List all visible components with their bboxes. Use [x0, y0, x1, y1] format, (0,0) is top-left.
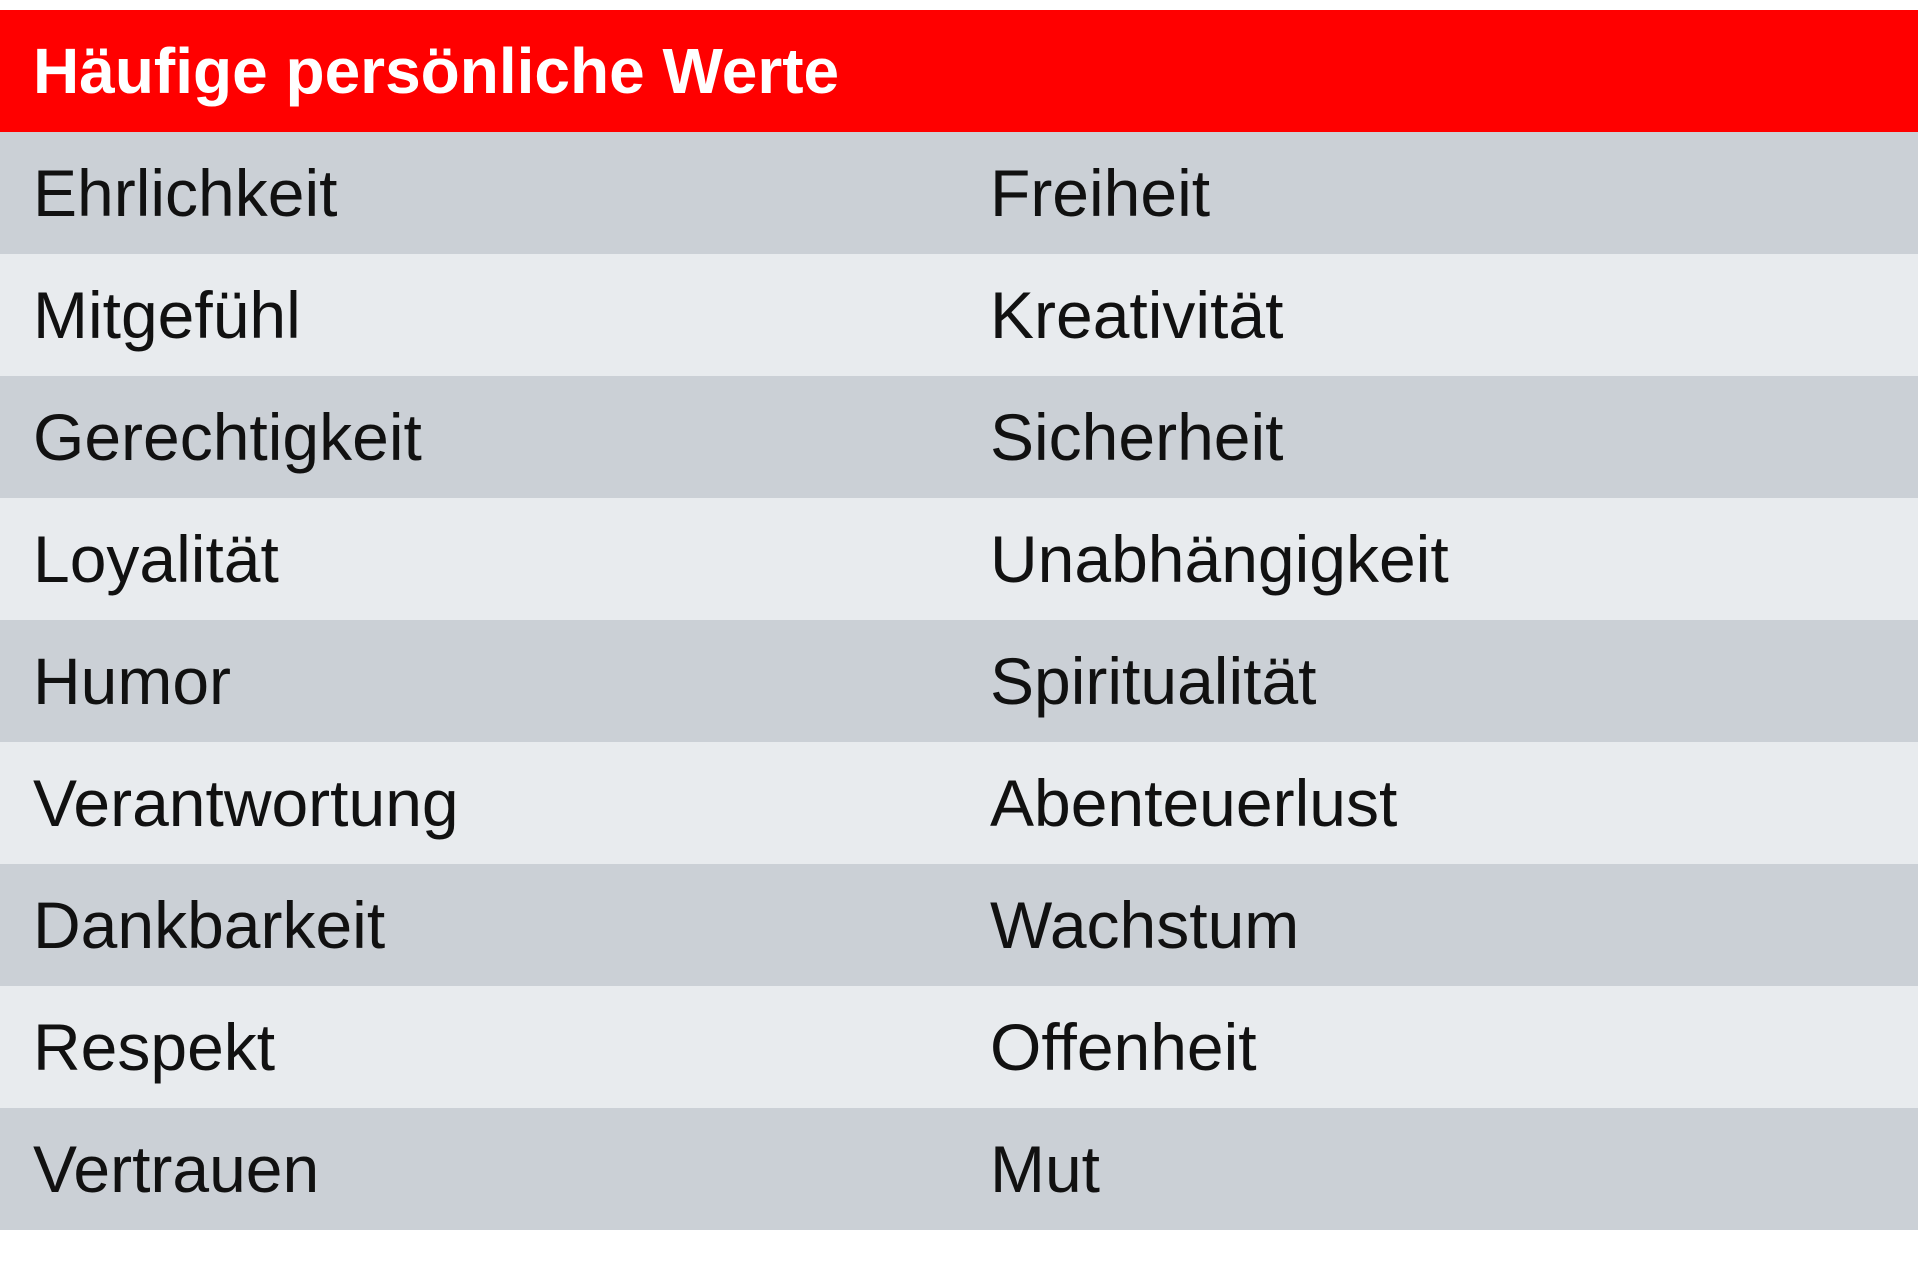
table-cell-left: Loyalität: [33, 522, 279, 596]
table-row: Vertrauen Mut: [0, 1108, 1918, 1230]
table-cell-left: Vertrauen: [33, 1132, 320, 1206]
table-cell-right: Offenheit: [990, 1010, 1257, 1084]
table-row: Dankbarkeit Wachstum: [0, 864, 1918, 986]
table-row: Gerechtigkeit Sicherheit: [0, 376, 1918, 498]
values-table: Häufige persönliche Werte Ehrlichkeit Fr…: [0, 10, 1918, 1230]
table-header: Häufige persönliche Werte: [0, 10, 1918, 132]
table-cell-left: Mitgefühl: [33, 278, 301, 352]
table-cell-left: Humor: [33, 644, 232, 718]
table-cell-right: Sicherheit: [990, 400, 1284, 474]
table-cell-right: Kreativität: [990, 278, 1284, 352]
table-row: Ehrlichkeit Freiheit: [0, 132, 1918, 254]
table-row: Loyalität Unabhängigkeit: [0, 498, 1918, 620]
table-cell-right: Freiheit: [990, 156, 1211, 230]
table-row: Verantwortung Abenteuerlust: [0, 742, 1918, 864]
table-row: Mitgefühl Kreativität: [0, 254, 1918, 376]
table-row: Humor Spiritualität: [0, 620, 1918, 742]
table-cell-right: Wachstum: [990, 888, 1300, 962]
table-cell-right: Spiritualität: [990, 644, 1317, 718]
table-row: Respekt Offenheit: [0, 986, 1918, 1108]
table-cell-left: Ehrlichkeit: [33, 156, 338, 230]
table-cell-right: Abenteuerlust: [990, 766, 1398, 840]
table-body: Ehrlichkeit Freiheit Mitgefühl Kreativit…: [0, 132, 1918, 1230]
table-cell-left: Gerechtigkeit: [33, 400, 422, 474]
table-title: Häufige persönliche Werte: [33, 35, 840, 107]
table-cell-left: Respekt: [33, 1010, 276, 1084]
table-cell-right: Unabhängigkeit: [990, 522, 1449, 596]
table-cell-right: Mut: [990, 1132, 1101, 1206]
table-cell-left: Verantwortung: [33, 766, 459, 840]
table-cell-left: Dankbarkeit: [33, 888, 386, 962]
